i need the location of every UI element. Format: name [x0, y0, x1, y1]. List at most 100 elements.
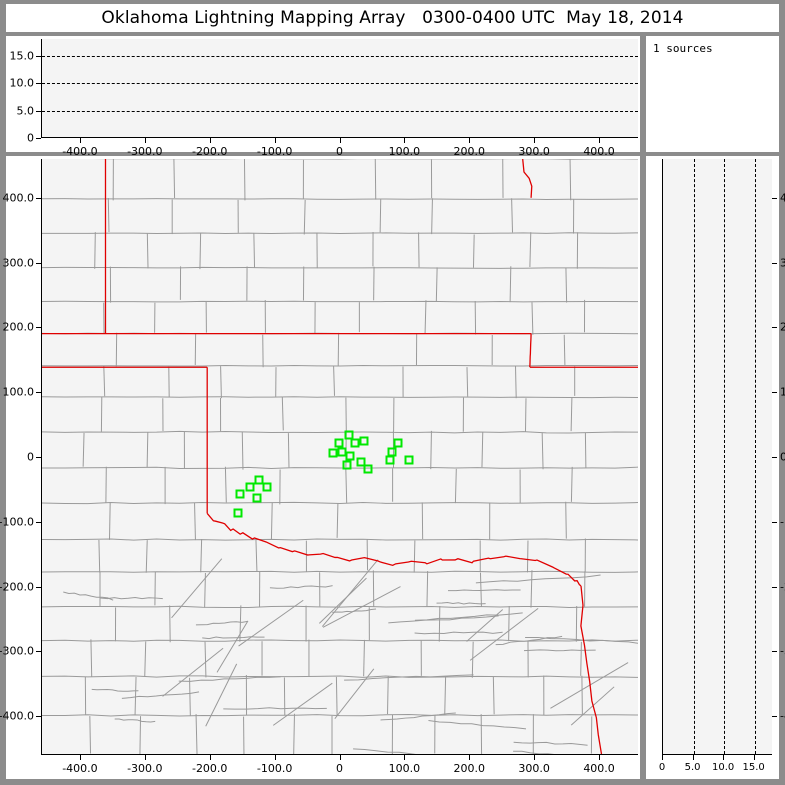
y-axis-tick — [772, 716, 777, 718]
lightning-source-marker — [359, 436, 369, 446]
x-axis-label: 300.0 — [518, 145, 550, 158]
x-axis-tick — [534, 755, 536, 760]
altitude-plot-area[interactable] — [662, 159, 772, 755]
sources-legend-panel: 1 sources — [646, 36, 779, 152]
state-boundaries — [42, 159, 638, 754]
gridline-vertical — [754, 159, 756, 754]
x-axis-tick — [79, 755, 81, 760]
plan-view-plot-area[interactable] — [41, 159, 638, 755]
x-axis-tick — [339, 755, 341, 760]
y-axis-tick — [772, 586, 777, 588]
x-axis-tick — [469, 138, 471, 143]
gridline-horizontal — [42, 55, 638, 57]
x-axis-tick — [534, 138, 536, 143]
title-bar: Oklahoma Lightning Mapping Array 0300-04… — [6, 4, 779, 32]
y-axis-label: 0 — [27, 450, 34, 464]
lightning-source-marker — [334, 438, 344, 448]
y-axis-tick — [36, 83, 41, 84]
x-axis-label: 300.0 — [518, 762, 550, 775]
y-axis-label: 400.0 — [2, 191, 35, 205]
x-axis-label: 0 — [658, 762, 666, 773]
lightning-source-marker — [252, 493, 262, 503]
y-axis-label: -300.0 — [780, 644, 785, 658]
gridline-horizontal — [42, 83, 638, 84]
y-axis-tick — [772, 651, 777, 653]
y-axis-tick — [772, 197, 777, 199]
lightning-source-marker — [233, 508, 243, 518]
y-axis-label: 300.0 — [2, 256, 35, 270]
x-axis-tick — [144, 138, 146, 143]
lightning-source-marker — [363, 464, 373, 474]
gridline-vertical — [693, 159, 695, 754]
y-axis-tick — [36, 55, 41, 57]
x-axis-label: 100.0 — [388, 145, 421, 158]
x-axis-label: 200.0 — [453, 762, 486, 775]
x-axis-tick — [144, 755, 146, 760]
x-axis-label: -100.0 — [256, 145, 293, 158]
x-axis-tick — [274, 138, 276, 143]
y-axis-tick — [36, 716, 41, 718]
lightning-source-marker — [245, 482, 255, 492]
y-axis-label: -100.0 — [0, 515, 34, 529]
lightning-source-marker — [344, 430, 354, 440]
county-boundaries — [42, 159, 638, 754]
y-axis-label: 400.0 — [780, 191, 785, 205]
sources-count-label: 1 sources — [653, 42, 713, 55]
lightning-source-marker — [356, 457, 366, 467]
x-axis-tick — [274, 755, 276, 760]
gridline-horizontal — [42, 110, 638, 112]
y-axis-tick — [772, 262, 777, 264]
y-axis-label: -300.0 — [0, 644, 34, 658]
x-axis-tick — [662, 755, 663, 760]
map-geography — [42, 159, 638, 754]
lightning-source-marker — [337, 447, 347, 457]
x-axis-label: -300.0 — [127, 762, 163, 775]
y-axis-label: -400.0 — [780, 709, 785, 723]
x-axis-tick — [209, 755, 211, 760]
y-axis-tick — [36, 327, 41, 329]
lightning-source-marker — [342, 460, 352, 470]
x-axis-tick — [723, 755, 725, 760]
x-axis-tick — [692, 755, 694, 760]
y-axis-tick — [772, 327, 777, 329]
plan-view-map-panel: -400.0 -300.0 -200.0 -100.0 0 100.0 200.0 300.0… — [0, 156, 640, 779]
y-axis-tick — [772, 521, 777, 523]
x-axis-label: -300.0 — [127, 145, 163, 158]
y-axis-label: -400.0 — [0, 709, 34, 723]
lightning-source-marker — [328, 448, 338, 458]
x-axis-label: 0 — [336, 145, 343, 158]
gridline-vertical — [724, 159, 726, 754]
y-axis-tick — [36, 651, 41, 653]
x-axis-label: 0 — [336, 762, 343, 775]
x-axis-tick — [404, 138, 406, 143]
lightning-source-marker — [235, 489, 245, 499]
time-height-panel: -400.0 -300.0 -200.0 -100.0 0 100.0 200.0 300.0… — [6, 36, 640, 158]
x-axis-label: -200.0 — [191, 145, 228, 158]
y-axis-label: 100.0 — [780, 385, 785, 399]
x-axis-tick — [599, 138, 601, 143]
x-axis-label: 10.0 — [711, 762, 735, 773]
x-axis-label: -400.0 — [62, 762, 98, 775]
lightning-source-marker — [350, 438, 360, 448]
y-axis-label: 100.0 — [2, 385, 35, 399]
lightning-source-marker — [385, 455, 395, 465]
y-axis-tick — [36, 457, 41, 458]
page-title: Oklahoma Lightning Mapping Array 0300-04… — [101, 8, 684, 28]
x-axis-label: 15.0 — [742, 762, 765, 773]
y-axis-tick — [36, 197, 41, 199]
x-axis-tick — [753, 755, 755, 760]
lightning-source-marker — [393, 438, 403, 448]
x-axis-label: -100.0 — [256, 762, 293, 775]
y-axis-label: 10.0 — [9, 76, 35, 90]
y-axis-label: -200.0 — [0, 580, 34, 594]
y-axis-label: -100.0 — [780, 515, 785, 529]
x-axis-tick — [339, 138, 341, 143]
y-axis-tick — [36, 262, 41, 264]
x-axis-label: 200.0 — [453, 145, 486, 158]
lightning-source-marker — [262, 482, 272, 492]
lightning-source-marker — [254, 475, 264, 485]
y-axis-tick — [36, 138, 41, 139]
x-axis-tick — [79, 138, 81, 143]
time-height-plot-area[interactable] — [41, 39, 638, 138]
